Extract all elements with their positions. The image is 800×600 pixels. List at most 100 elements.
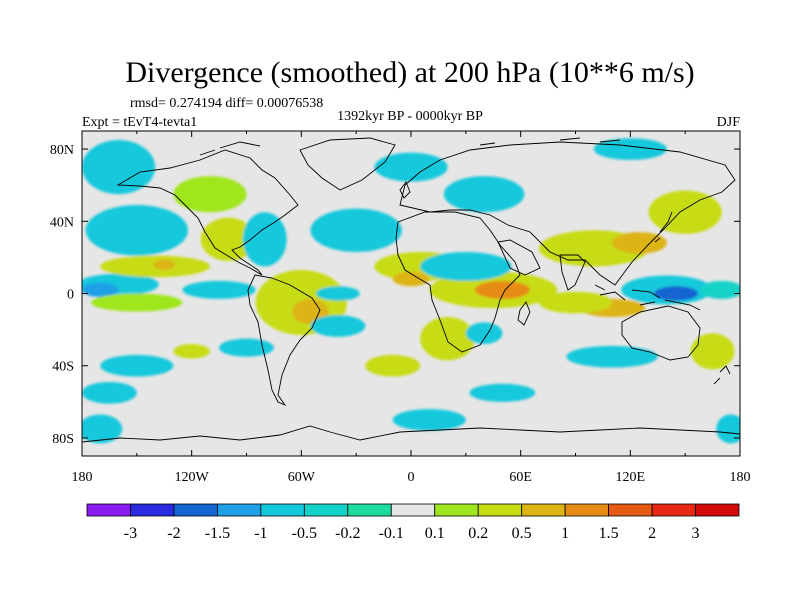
field-region-36 — [566, 345, 658, 368]
y-tick-label: 40S — [52, 360, 74, 375]
x-tick-label: 60W — [288, 470, 316, 485]
field-region-45 — [593, 138, 667, 160]
new-zealand-coast — [713, 365, 731, 385]
colorbar-label: 0.5 — [512, 525, 532, 542]
colorbar-swatch-6 — [347, 503, 392, 517]
field-region-16 — [100, 354, 174, 377]
colorbar-label: 2 — [648, 525, 656, 542]
australia-coast — [621, 305, 701, 361]
field-region-18 — [82, 381, 137, 404]
field-region-17 — [173, 344, 210, 359]
colorbar-label: 1.5 — [599, 525, 619, 542]
x-tick-label: 60E — [509, 470, 532, 485]
field-region-5 — [91, 293, 183, 312]
africa-coast — [395, 211, 521, 353]
x-axis: 180 120W 60W 0 60E 120E 180 — [72, 131, 751, 485]
x-tick-label: 180 — [72, 470, 93, 485]
field-region-7 — [82, 140, 156, 195]
colorbar-label: 3 — [692, 525, 700, 542]
colorbar-label: 0.1 — [425, 525, 445, 542]
uk-coast — [399, 181, 411, 199]
field-region-19 — [310, 208, 402, 252]
field-region-15 — [219, 338, 274, 357]
field-region-24 — [474, 280, 530, 299]
field-region-2 — [182, 280, 256, 299]
field-region-42 — [690, 333, 735, 370]
field-region-22 — [392, 271, 430, 287]
coastlines — [82, 137, 740, 443]
colorbar-label: -2 — [167, 525, 180, 542]
colorbar-swatch-5 — [303, 503, 349, 517]
colorbar-swatch-13 — [651, 503, 696, 517]
colorbar-swatch-8 — [434, 503, 479, 517]
y-tick-label: 40N — [50, 215, 74, 230]
y-tick-label: 0 — [67, 288, 74, 303]
colorbar-label: -1.5 — [205, 525, 230, 542]
field-region-38 — [465, 322, 503, 345]
stats-text: rmsd= 0.274194 diff= 0.00076538 — [130, 96, 323, 111]
field-region-37 — [420, 316, 475, 361]
colorbar: -3 -2 -1.5 -1 -0.5 -0.2 -0.1 0.1 0.2 0.5 1 1.5 2 3 — [86, 503, 740, 542]
field-region-1 — [82, 282, 119, 298]
colorbar-label: -3 — [124, 525, 137, 542]
experiment-text: Expt = tEvT4-tevta1 — [82, 115, 197, 130]
field-region-6 — [85, 205, 189, 256]
field-region-20 — [315, 286, 360, 301]
field-region-40 — [469, 383, 536, 402]
field-region-35 — [538, 291, 613, 314]
maritime-continent-coast — [594, 284, 701, 311]
x-tick-label: 180 — [730, 470, 751, 485]
field-region-25 — [420, 251, 512, 281]
antarctica-coast — [82, 425, 740, 443]
colorbar-swatch-12 — [608, 503, 653, 517]
field-region-13 — [268, 273, 335, 296]
colorbar-label: 1 — [561, 525, 569, 542]
field-region-41 — [392, 409, 466, 431]
colorbar-swatch-10 — [521, 503, 566, 517]
colorbar-label: 0.2 — [468, 525, 488, 542]
field-region-43 — [716, 414, 740, 444]
south-america-coast — [247, 274, 321, 407]
colorbar-label: -0.1 — [379, 525, 404, 542]
field-region-8 — [200, 217, 256, 261]
colorbar-label: -0.2 — [335, 525, 360, 542]
colorbar-swatch-0 — [86, 503, 131, 517]
field-region-29 — [612, 232, 667, 254]
field-region-30 — [648, 190, 722, 234]
field-region-9 — [242, 212, 287, 267]
y-tick-label: 80N — [50, 143, 74, 158]
colorbar-label: -0.5 — [292, 525, 317, 542]
field-region-12 — [292, 298, 329, 325]
madagascar-coast — [517, 301, 531, 326]
colorbar-swatch-11 — [564, 503, 610, 517]
field-region-26 — [443, 176, 525, 213]
colorbar-swatch-2 — [173, 503, 218, 517]
arabia-coast — [497, 239, 541, 276]
north-america-coast — [116, 149, 299, 276]
arctic-islands-coast — [199, 137, 621, 156]
colorbar-swatch-1 — [130, 503, 175, 517]
colorbar-swatch-14 — [695, 503, 740, 517]
field-region-33 — [699, 280, 740, 299]
colorbar-swatch-7 — [390, 503, 436, 517]
x-tick-label: 120W — [175, 470, 210, 485]
india-coast — [559, 254, 586, 291]
field-region-44 — [82, 414, 123, 444]
field-region-14 — [310, 315, 366, 337]
greenland-coast — [299, 137, 396, 191]
colorbar-swatch-4 — [260, 503, 305, 517]
field-region-4 — [153, 259, 176, 271]
x-tick-label: 0 — [408, 470, 415, 485]
japan-coast — [654, 211, 673, 243]
colorbar-label: -1 — [254, 525, 267, 542]
season-text: DJF — [717, 115, 741, 130]
y-tick-label: 80S — [52, 432, 74, 447]
eurasia-coast — [399, 141, 736, 286]
colorbar-swatch-9 — [477, 503, 523, 517]
period-text: 1392kyr BP - 0000kyr BP — [337, 109, 483, 124]
field-region-10 — [173, 176, 247, 213]
divergence-field — [82, 138, 740, 444]
field-region-27 — [374, 152, 448, 182]
x-tick-label: 120E — [616, 470, 646, 485]
